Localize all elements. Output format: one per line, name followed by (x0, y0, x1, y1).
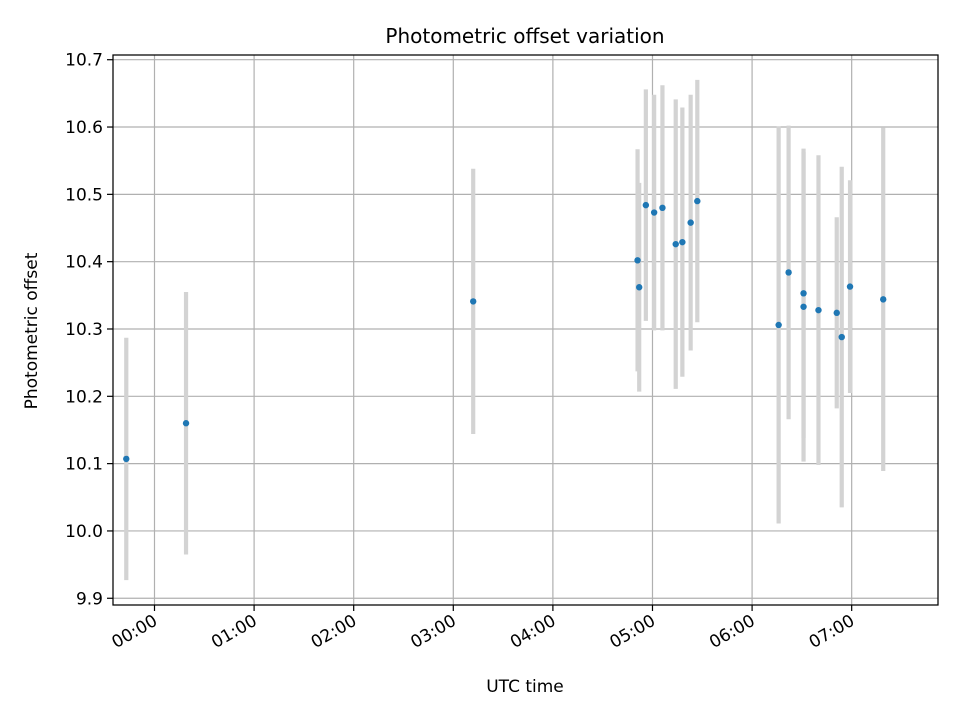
data-point (470, 298, 477, 305)
y-tick-label: 10.7 (65, 51, 103, 71)
data-point (636, 284, 643, 291)
x-axis-label: UTC time (486, 677, 564, 697)
data-point (182, 420, 190, 427)
y-tick-label: 10.5 (65, 185, 103, 205)
data-point (642, 201, 650, 209)
y-tick-label: 10.1 (65, 455, 103, 475)
y-tick-label: 10.3 (65, 320, 103, 340)
data-point (880, 296, 887, 303)
y-tick-label: 9.9 (76, 589, 103, 609)
data-point (815, 306, 822, 314)
data-point (833, 309, 840, 317)
data-point (800, 290, 807, 297)
y-tick-label: 10.6 (65, 118, 103, 138)
y-tick-label: 10.2 (65, 387, 103, 407)
data-point (672, 240, 679, 248)
data-point (679, 238, 686, 246)
data-point (123, 455, 130, 463)
data-point (785, 269, 792, 276)
data-point (650, 209, 658, 216)
data-point (659, 204, 666, 212)
data-point (634, 257, 641, 264)
data-point (800, 303, 807, 310)
data-point (846, 283, 854, 290)
y-tick-label: 10.4 (65, 253, 103, 273)
y-tick-label: 10.0 (65, 522, 103, 542)
data-point (687, 219, 694, 226)
data-point (838, 333, 845, 341)
y-axis-label: Photometric offset (22, 252, 42, 409)
data-point (775, 321, 782, 329)
data-point (694, 197, 701, 205)
chart-title: Photometric offset variation (385, 24, 664, 48)
grid-layer (113, 55, 938, 605)
point-layer (123, 197, 887, 463)
plot-area-frame (112, 54, 939, 606)
